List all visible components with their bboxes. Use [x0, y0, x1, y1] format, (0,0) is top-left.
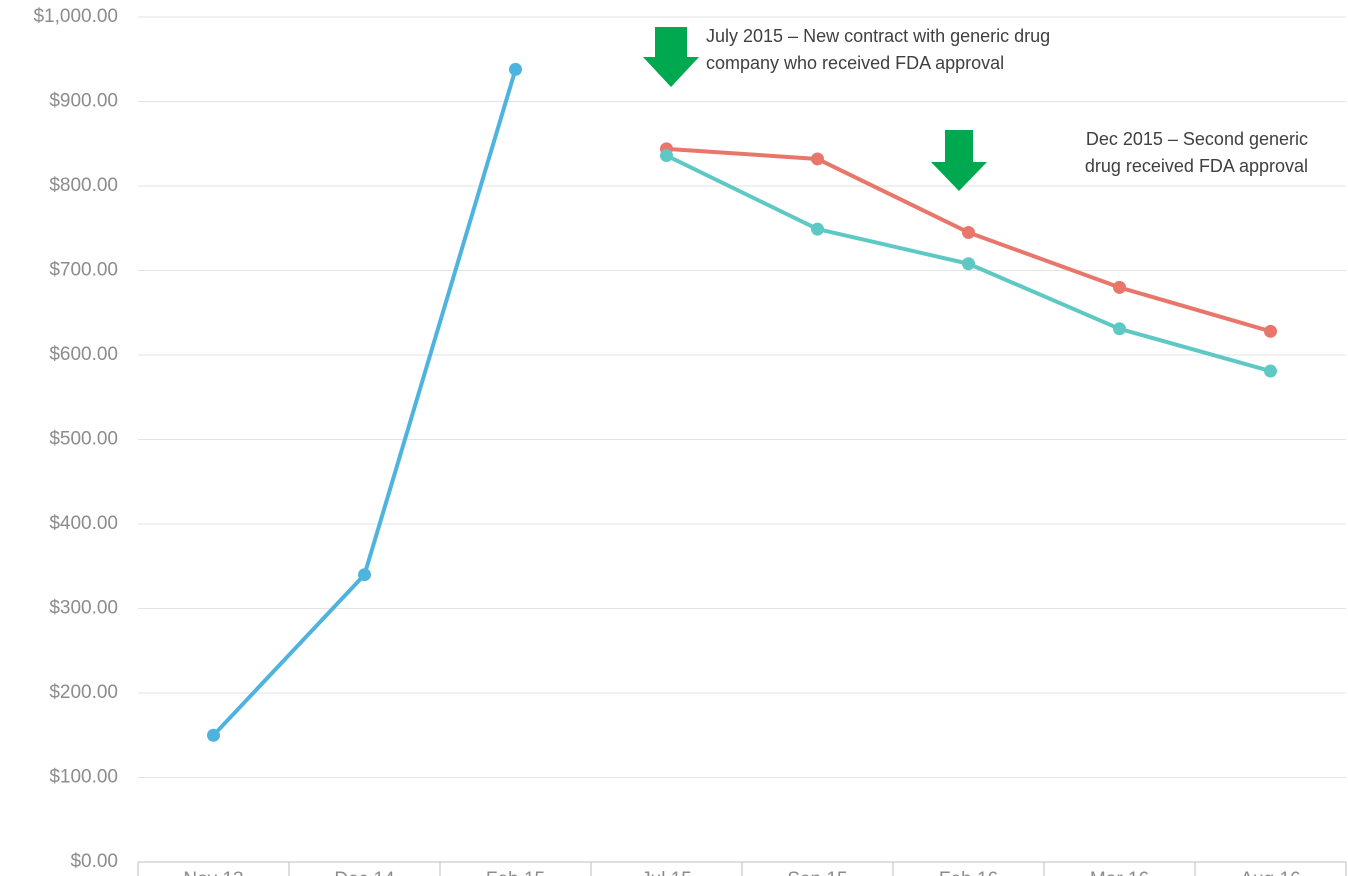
y-tick-label: $200.00: [49, 682, 118, 703]
y-tick-label: $600.00: [49, 344, 118, 365]
arrow: [643, 27, 699, 87]
annotation: drug received FDA approval: [1085, 156, 1308, 176]
y-tick-label: $100.00: [49, 767, 118, 788]
data-point: [660, 149, 673, 163]
y-tick-label: $800.00: [49, 175, 118, 196]
x-tick-label: Feb 16: [939, 869, 998, 876]
x-tick-label: Nov 13: [183, 869, 243, 876]
y-tick-label: $500.00: [49, 429, 118, 450]
y-tick-label: $900.00: [49, 91, 118, 112]
y-tick-label: $700.00: [49, 260, 118, 281]
data-point: [1113, 280, 1126, 294]
data-point: [1113, 322, 1126, 336]
x-tick-label: Mar 16: [1090, 869, 1149, 876]
grid: [137, 16, 1347, 876]
x-tick-label: Sep 15: [787, 869, 847, 876]
y-tick-label: $1,000.00: [33, 6, 118, 27]
data-point: [358, 568, 371, 582]
data-point: [811, 222, 824, 236]
data-point: [509, 62, 522, 76]
annotation: July 2015 – New contract with generic dr…: [706, 26, 1050, 46]
x-tick-label: Feb 15: [486, 869, 545, 876]
y-tick-label: $400.00: [49, 513, 118, 534]
y-tick-label: $0.00: [70, 851, 118, 872]
x-tick-label: Jul 15: [641, 869, 692, 876]
y-tick-label: $300.00: [49, 598, 118, 619]
arrow: [931, 130, 987, 191]
series-line: [212, 68, 518, 737]
x-tick-label: Dec 14: [334, 869, 395, 876]
data-point: [1264, 364, 1277, 378]
data-point: [811, 152, 824, 166]
data-point: [962, 257, 975, 271]
data-point: [207, 728, 220, 742]
annotation: company who received FDA approval: [706, 53, 1004, 73]
x-tick-label: Aug 16: [1240, 869, 1300, 876]
data-point: [962, 225, 975, 239]
annotation: Dec 2015 – Second generic: [1086, 129, 1308, 149]
data-point: [1264, 324, 1277, 338]
